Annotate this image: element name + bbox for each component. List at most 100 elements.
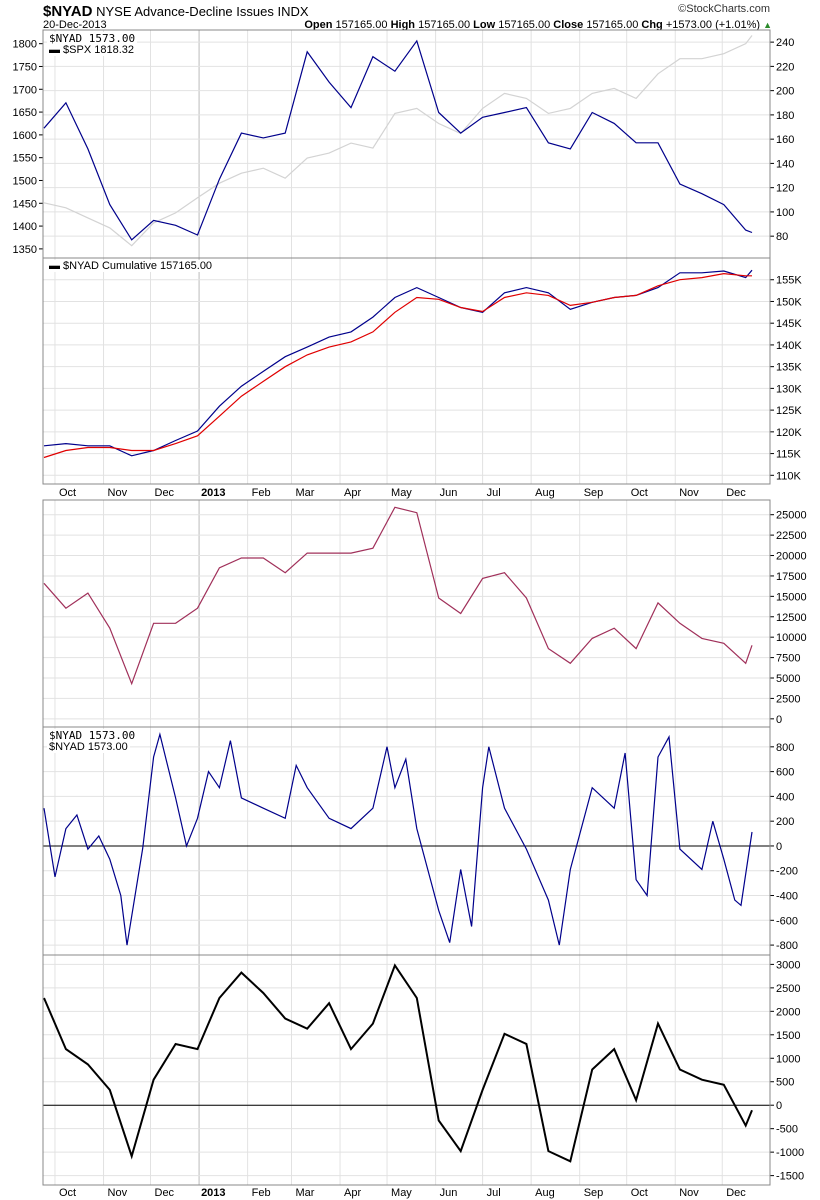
y-tick-label-right: 15000: [776, 591, 807, 603]
y-tick-label-right: 22500: [776, 530, 807, 542]
y-tick-label-right: 155K: [776, 275, 802, 287]
y-tick-label-right: 17500: [776, 571, 807, 583]
y-tick-label-right: 25000: [776, 510, 807, 522]
y-tick-label-right: 7500: [776, 653, 800, 665]
x-tick-label: Jun: [440, 487, 458, 499]
x-tick-label: Feb: [252, 487, 271, 499]
y-tick-label-right: 240: [776, 37, 794, 49]
x-tick-label: May: [391, 1187, 412, 1199]
y-tick-label-right: 110K: [776, 470, 802, 482]
y-tick-label-right: -400: [776, 891, 798, 903]
y-tick-label-right: 600: [776, 767, 794, 779]
legend-entry: ▬ $SPX 1818.32: [47, 44, 137, 56]
brand-watermark: ©StockCharts.com: [678, 3, 770, 15]
y-tick-label-right: 120: [776, 183, 794, 195]
y-tick-label-left: 1800: [13, 39, 37, 51]
chart-title: $NYAD NYSE Advance-Decline Issues INDX: [43, 3, 309, 20]
legend-entry: ▬ $NYAD Cumulative 157165.00: [47, 260, 215, 272]
x-tick-label: Mar: [295, 487, 314, 499]
legend-entry: $NYAD 1573.00: [47, 741, 130, 753]
x-tick-label: 2013: [201, 1187, 225, 1199]
y-tick-label-right: 160: [776, 134, 794, 146]
y-tick-label-right: 80: [776, 231, 788, 243]
x-tick-label: Apr: [344, 487, 361, 499]
x-tick-label: Dec: [155, 1187, 175, 1199]
symbol-name: NYSE Advance-Decline Issues: [96, 4, 274, 19]
panel-oscillator: [42, 954, 774, 1186]
y-tick-label-right: 0: [776, 841, 782, 853]
open-value: 157165.00: [335, 19, 388, 31]
x-tick-label: Dec: [726, 1187, 746, 1199]
symbol: $NYAD: [43, 3, 93, 20]
x-tick-label: Oct: [631, 487, 648, 499]
series-line-ma: [43, 272, 752, 459]
y-tick-label-right: 3000: [776, 959, 800, 971]
y-tick-label-left: 1600: [13, 130, 37, 142]
y-tick-label-right: 220: [776, 61, 794, 73]
x-tick-label: Dec: [155, 487, 175, 499]
low-value: 157165.00: [498, 19, 551, 31]
y-tick-label-left: 1650: [13, 107, 37, 119]
panel-frame: [42, 954, 771, 1186]
y-tick-label-right: 140: [776, 158, 794, 170]
y-tick-label-left: 1350: [13, 244, 37, 256]
y-tick-label-left: 1450: [13, 198, 37, 210]
series-line-nyad: [43, 269, 753, 457]
x-tick-label: Aug: [535, 487, 555, 499]
y-tick-label-left: 1500: [13, 175, 37, 187]
y-tick-label-right: 20000: [776, 551, 807, 563]
high-label: High: [390, 19, 416, 31]
y-tick-label-right: 140K: [776, 340, 802, 352]
x-tick-label: Aug: [535, 1187, 555, 1199]
legend-entry: $NYAD 1573.00: [47, 729, 138, 742]
x-tick-label: May: [391, 487, 412, 499]
y-tick-label-right: 125K: [776, 405, 802, 417]
panel-daily: [42, 726, 774, 956]
open-label: Open: [304, 19, 333, 31]
x-tick-label: Nov: [108, 1187, 128, 1199]
x-tick-label: Nov: [679, 1187, 699, 1199]
close-label: Close: [553, 19, 584, 31]
y-tick-label-right: 2500: [776, 983, 800, 995]
panel-indicator-3: [42, 499, 774, 728]
y-tick-label-right: 0: [776, 1100, 782, 1112]
panel-frame: [42, 499, 771, 728]
x-tick-label: Jul: [487, 487, 501, 499]
y-tick-label-right: 2500: [776, 693, 800, 705]
y-tick-label-right: -1500: [776, 1171, 804, 1183]
panel-frame: [42, 257, 771, 485]
y-tick-label-right: 130K: [776, 383, 802, 395]
panel-price: [39, 29, 774, 259]
y-tick-label-right: 115K: [776, 449, 802, 461]
up-triangle-icon: ▲: [763, 20, 772, 30]
legend-entry: $NYAD 1573.00: [47, 32, 138, 45]
y-tick-label-right: 120K: [776, 427, 802, 439]
x-tick-label: Sep: [584, 487, 604, 499]
y-tick-label-right: 500: [776, 1077, 794, 1089]
x-tick-label: Oct: [59, 487, 76, 499]
x-tick-label: Oct: [59, 1187, 76, 1199]
x-tick-label: Jul: [487, 1187, 501, 1199]
y-tick-label-right: 1500: [776, 1030, 800, 1042]
y-tick-label-right: 145K: [776, 318, 802, 330]
y-tick-label-right: -500: [776, 1124, 798, 1136]
chart-date: 20-Dec-2013: [43, 19, 107, 31]
chg-value: +1573.00 (+1.01%): [665, 19, 761, 31]
x-tick-label: Jun: [440, 1187, 458, 1199]
x-tick-label: Feb: [252, 1187, 271, 1199]
x-tick-label: Nov: [108, 487, 128, 499]
exchange: INDX: [277, 4, 309, 19]
x-tick-label: Sep: [584, 1187, 604, 1199]
y-tick-label-right: 400: [776, 791, 794, 803]
y-tick-label-right: 200: [776, 86, 794, 98]
chg-label: Chg: [641, 19, 663, 31]
series-line-spx: [43, 35, 753, 247]
y-tick-label-right: 100: [776, 207, 794, 219]
high-value: 157165.00: [418, 19, 471, 31]
series-line-maroon: [43, 506, 753, 686]
y-tick-label-right: 150K: [776, 296, 802, 308]
y-tick-label-right: 2000: [776, 1006, 800, 1018]
y-tick-label-right: -1000: [776, 1147, 804, 1159]
